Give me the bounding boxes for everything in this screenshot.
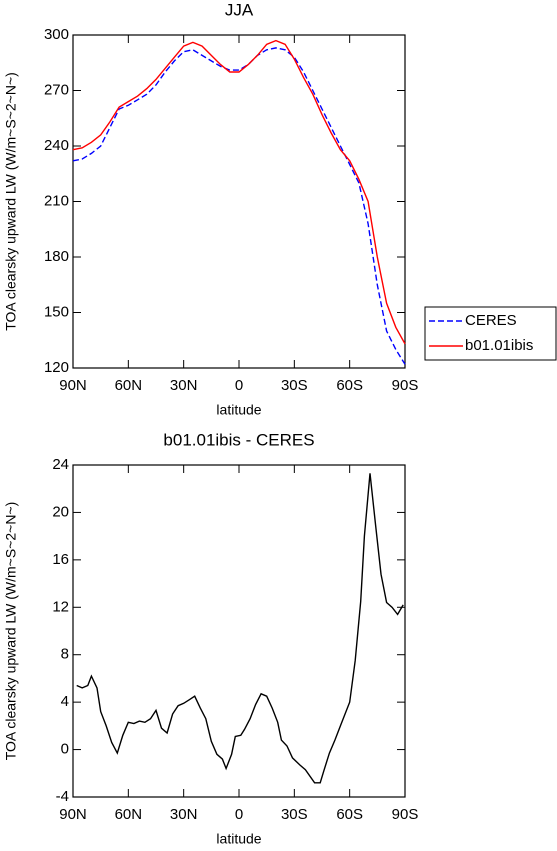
x-tick-label: 0 — [235, 806, 243, 823]
y-tick-label: 210 — [44, 192, 69, 209]
x-tick-label: 90S — [392, 806, 419, 823]
y-tick-label: 16 — [52, 551, 69, 568]
plot-frame — [72, 464, 406, 798]
series-line — [72, 39, 406, 345]
x-tick-label: 60N — [115, 377, 143, 394]
series-line — [76, 473, 404, 784]
x-tick-label: 60S — [336, 806, 363, 823]
y-tick-label: 0 — [61, 741, 69, 758]
y-tick-label: 120 — [44, 359, 69, 376]
x-tick-label: 30N — [170, 377, 198, 394]
y-tick-label: 270 — [44, 81, 69, 98]
y-tick-label: 20 — [52, 503, 69, 520]
legend-label: b01.01ibis — [465, 337, 533, 354]
x-tick-label: 90S — [392, 377, 419, 394]
y-tick-label: 24 — [52, 456, 69, 473]
y-tick-label: 8 — [61, 646, 69, 663]
y-axis-label: TOA clearsky upward LW (W/m~S~2~N~) — [3, 72, 19, 331]
x-axis-label: latitude — [216, 831, 261, 847]
x-tick-label: 90N — [59, 806, 87, 823]
x-tick-label: 90N — [59, 377, 87, 394]
series-line — [72, 47, 406, 365]
legend: CERES b01.01ibis — [424, 306, 557, 361]
chart-title: JJA — [225, 0, 254, 19]
legend-box — [424, 306, 557, 361]
y-tick-label: -4 — [56, 788, 69, 805]
x-tick-label: 0 — [235, 377, 243, 394]
y-axis-label: TOA clearsky upward LW (W/m~S~2~N~) — [3, 502, 19, 761]
panel: b01.01ibis - CERES latitude TOA clearsky u… — [3, 430, 419, 846]
x-axis-label: latitude — [216, 402, 261, 418]
y-tick-label: 240 — [44, 137, 69, 154]
plot-frame — [72, 34, 406, 369]
y-tick-label: 180 — [44, 248, 69, 265]
y-tick-label: 12 — [52, 598, 69, 615]
x-tick-label: 30S — [281, 806, 308, 823]
chart-title: b01.01ibis - CERES — [163, 430, 314, 449]
y-tick-label: 4 — [61, 693, 69, 710]
x-tick-label: 30N — [170, 806, 198, 823]
legend-label: CERES — [465, 312, 517, 329]
y-tick-label: 300 — [44, 26, 69, 43]
panel: JJA latitude TOA clearsky upward LW (W/m~S… — [3, 0, 557, 418]
y-tick-label: 150 — [44, 303, 69, 320]
x-tick-label: 60S — [336, 377, 363, 394]
x-tick-label: 30S — [281, 377, 308, 394]
x-tick-label: 60N — [115, 806, 143, 823]
